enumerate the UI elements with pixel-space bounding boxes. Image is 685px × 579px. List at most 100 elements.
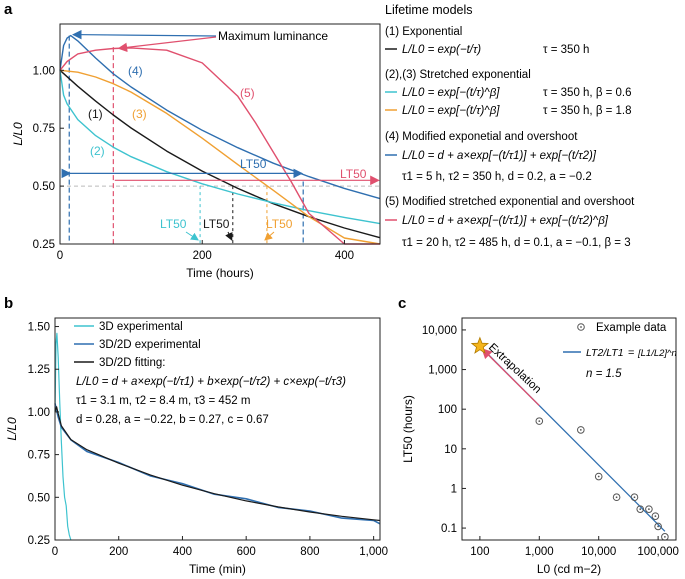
lt50-pointer-3 [264,231,275,241]
model5-title: (5) Modified stretched exponential and o… [385,196,635,208]
xtick-label-a: 400 [335,250,354,262]
plot-frame-a [59,23,381,245]
xtick-label-b: 600 [237,546,256,558]
xtick-label-b: 1,000 [359,546,388,558]
legend-title: Lifetime models [385,3,473,17]
legend-3d-label: 3D experimental [99,321,183,333]
chart-b-axes: 0.25 0.50 0.75 1.00 1.25 1.50 0 200 400 600 800 1,0… [5,317,388,576]
chart-a-axes: 0.25 0.50 0.75 1.00 0 200 400 Time (hours) L/L0 [11,23,381,280]
model23-title: (2),(3) Stretched exponential [385,69,531,81]
xlabel-b: Time (min) [189,562,246,576]
series-b-1 [54,332,72,541]
data-point [630,493,639,502]
model4-title: (4) Modified exponetial and overshoot [385,131,578,143]
max-lum-arrow-5 [117,36,217,53]
fit-params-1: τ1 = 3.1 m, τ2 = 8.4 m, τ3 = 452 m [76,395,250,407]
ytick-label-b: 0.50 [28,492,50,504]
curve-4 [59,34,381,200]
data-point [577,426,585,434]
chart-b-legend: 3D experimental 3D/2D experimental 3D/2D… [74,321,346,426]
plot-frame-c [461,317,677,541]
data-point-dot [663,535,666,538]
curve-5 [59,47,380,245]
xtick-label-c: 100 [470,546,489,558]
xtick-label-c: 1,000 [525,546,554,558]
lt50-label-1: LT50 [203,217,230,231]
max-lum-arrow-4 [72,29,217,40]
legend-eq-lhs: LT2/LT1 [586,347,624,359]
chart-b-marks [54,332,381,541]
data-point-dot [657,525,660,528]
legend-eq-equals: = [628,347,634,359]
legend-n-label: n = 1.5 [586,368,622,380]
panel-label-a: a [4,1,13,18]
ylabel-c: LT50 (hours) [401,395,415,463]
curve-label-5: (5) [240,86,255,100]
ytick-label-c: 1 [451,483,457,495]
model4-params: τ1 = 5 h, τ2 = 350 h, d = 0.2, a = −0.2 [402,171,592,183]
curve-label-4: (4) [128,64,143,78]
xtick-label-a: 0 [57,250,63,262]
xtick-label-c: 100,000 [637,546,679,558]
legend-data-marker [577,323,585,331]
lt50-label-3: LT50 [266,217,293,231]
model1-equation: L/L0 = exp(−t/τ) [402,44,481,56]
legend-data-label: Example data [596,322,667,334]
series-b-3 [54,406,381,522]
data-point-dot [597,475,600,478]
curve-3 [59,69,381,245]
curve-label-3: (3) [132,107,147,121]
chart-c-axes: 0.1 1 10 100 1,000 10,000 100 1,000 10,000 100,00… [401,317,679,576]
xtick-label-a: 200 [193,250,212,262]
data-point-dot [579,429,582,431]
model1-params: τ = 350 h [543,44,589,56]
legend-eq-rhs: [L1/L2]^n [637,348,677,359]
xlabel-c: L0 (cd m−2) [537,562,601,576]
chart-c: 0.1 1 10 100 1,000 10,000 100 1,000 10,000 100,00… [401,317,679,576]
ytick-label-c: 0.1 [441,523,457,535]
curve-2 [59,70,381,225]
ytick-label-c: 10 [444,444,457,456]
chart-b: 0.25 0.50 0.75 1.00 1.25 1.50 0 200 400 600 800 1,0… [5,317,388,576]
ytick-label-c: 100 [438,404,457,416]
max-luminance-label: Maximum luminance [218,29,328,43]
model3-equation: L/L0 = exp[−(t/τ)^β] [402,105,500,117]
data-point-dot [648,508,650,511]
model4-equation: L/L0 = d + a×exp[−(t/τ1)] + exp[−(t/τ2)] [402,150,597,162]
model5-equation: L/L0 = d + a×exp[−(t/τ1)] + exp[−(t/τ2)^… [402,215,609,227]
ytick-label-b: 1.00 [28,407,50,419]
legend-data-marker-dot [580,326,582,328]
xtick-label-b: 800 [300,546,319,558]
ytick-label-b: 0.25 [28,535,50,547]
legend-3d2d-label: 3D/2D experimental [99,339,201,351]
curve-1 [59,69,381,239]
ytick-label-a: 0.25 [33,239,55,251]
data-point [594,472,603,481]
chart-a-marks [59,29,381,245]
data-point [645,505,653,513]
extrapolation-label: Extrapolation [486,341,543,396]
curve-label-2: (2) [90,144,105,158]
model3-params: τ = 350 h, β = 1.8 [543,105,632,117]
ytick-label-c: 1,000 [428,365,457,377]
lt50-label-4: LT50 [240,157,267,171]
legend-fit-label: 3D/2D fitting: [99,357,165,369]
data-point-dot [654,515,657,518]
xtick-label-b: 200 [109,546,128,558]
xtick-label-b: 0 [52,546,58,558]
data-point-dot [639,508,642,511]
ytick-label-b: 0.75 [28,450,50,462]
data-point-dot [615,496,618,499]
curve-label-1: (1) [88,107,103,121]
ytick-label-a: 0.50 [33,181,55,193]
star-icon [470,336,490,354]
lt50-pointer-1 [225,231,233,241]
data-point-dot [538,420,541,423]
xtick-label-c: 10,000 [581,546,616,558]
plot-frame-b [54,317,381,541]
ytick-label-b: 1.50 [28,322,50,334]
data-point [651,512,660,520]
ytick-label-a: 1.00 [33,65,55,77]
